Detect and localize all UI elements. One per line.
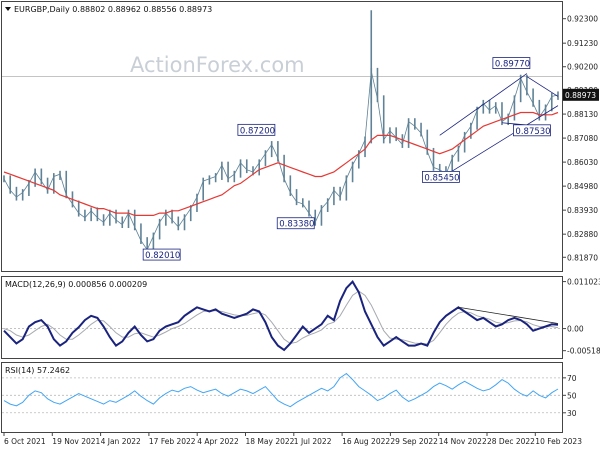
callout-box: [276, 217, 315, 230]
price-y-tick-label: 0.84980: [567, 182, 598, 191]
moving-average-line: [3, 111, 559, 216]
watermark: ActionForex.com: [130, 53, 305, 77]
callout-label: 0.82010: [145, 251, 180, 261]
x-tick-label: 19 Nov 2021: [52, 437, 100, 446]
x-tick-label: 29 Sep 2022: [390, 437, 438, 446]
x-tick-label: 4 Apr 2022: [197, 437, 239, 446]
price-callouts: 0.926700.897700.872000.875300.854500.833…: [142, 57, 551, 261]
rsi-y-tick-label: 30: [567, 409, 577, 418]
callout-box: [513, 124, 551, 137]
price-y-tick-label: 0.86030: [567, 158, 598, 167]
price-y-tick-label: 0.81870: [567, 253, 598, 262]
price-y-axis: 0.923000.912300.902000.891800.881300.870…: [562, 15, 599, 262]
price-y-tick-label: 0.88130: [567, 110, 598, 119]
rsi-y-axis: 70 50 30: [562, 374, 577, 418]
x-tick-label: 18 May 2022: [246, 437, 295, 446]
rsi-grid: [2, 377, 562, 414]
x-tick-label: 4 Jan 2022: [101, 437, 141, 446]
price-title-text: EURGBP,Daily 0.88802 0.88962 0.88556 0.8…: [14, 5, 212, 14]
x-tick-label: 14 Nov 2022: [439, 437, 487, 446]
rsi-line: [3, 372, 559, 408]
channel-lower-line: [439, 105, 559, 180]
price-y-tick-label: 0.90200: [567, 63, 598, 72]
falling-trendline: [526, 76, 559, 97]
price-y-tick-label: 0.91230: [567, 39, 598, 48]
rsi-lines: [3, 372, 559, 408]
callout-box: [142, 248, 181, 261]
callout-box: [492, 57, 531, 69]
callout-label: 0.87530: [515, 127, 550, 137]
rsi-title: RSI(14) 57.2462: [5, 366, 70, 375]
current-price-label: 0.88973: [565, 91, 596, 100]
callout-label: 0.83380: [279, 220, 314, 230]
callout-box: [237, 123, 276, 136]
x-tick-label: 10 Feb 2023: [535, 437, 582, 446]
price-close-line: [3, 71, 559, 251]
x-tick-label: 6 Oct 2021: [4, 437, 46, 446]
price-panel: [1, 1, 563, 272]
rsi-y-tick-label: 70: [567, 374, 577, 383]
macd-y-axis: 0.011023 0.00 -0.005182: [562, 278, 600, 356]
price-y-tick-label: 0.87080: [567, 134, 598, 143]
callout-label: 0.89770: [495, 60, 530, 70]
price-title: EURGBP,Daily 0.88802 0.88962 0.88556 0.8…: [5, 5, 212, 14]
macd-title: MACD(12,26,9) 0.000856 0.000209: [5, 280, 147, 289]
callout-box: [422, 170, 460, 183]
x-tick-label: 17 Feb 2022: [149, 437, 196, 446]
price-y-tick-label: 0.83930: [567, 206, 598, 215]
current-price-box: [563, 88, 599, 101]
price-y-tick-label: 0.82880: [567, 230, 598, 239]
x-tick-label: 16 Aug 2022: [342, 437, 390, 446]
x-axis: 6 Oct 2021 19 Nov 2021 4 Jan 2022 17 Feb 20…: [3, 432, 582, 446]
title-triangle-icon: [5, 7, 11, 11]
macd-trendline: [458, 306, 559, 324]
macd-line: [3, 280, 559, 352]
macd-y-tick-label: 0.011023: [567, 278, 600, 287]
channel-upper-line: [439, 73, 528, 136]
price-y-tick-label: 0.92300: [567, 15, 598, 24]
price-lines: [3, 71, 559, 251]
callout-label: 0.87200: [240, 126, 275, 136]
rsi-panel: [1, 362, 563, 433]
macd-y-tick-label: -0.005182: [567, 347, 600, 356]
callout-label: 0.85450: [424, 173, 459, 183]
rsi-y-tick-label: 50: [567, 391, 577, 400]
x-tick-label: 28 Dec 2022: [487, 437, 535, 446]
macd-y-tick-label: 0.00: [567, 325, 584, 334]
x-tick-label: 1 Jul 2022: [294, 437, 332, 446]
macd-lines: [3, 280, 559, 352]
